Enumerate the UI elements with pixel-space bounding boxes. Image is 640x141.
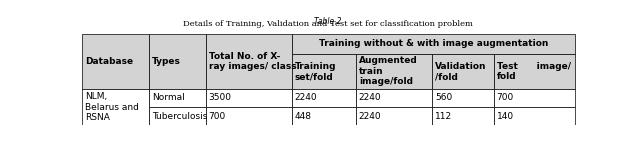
Bar bbox=[493, 89, 575, 107]
Bar bbox=[292, 34, 575, 54]
Bar bbox=[432, 54, 493, 89]
Bar bbox=[83, 34, 149, 89]
Text: NLM,
Belarus and
RSNA: NLM, Belarus and RSNA bbox=[86, 92, 140, 122]
Bar bbox=[83, 89, 149, 125]
Bar bbox=[292, 107, 356, 125]
Text: 2240: 2240 bbox=[359, 112, 381, 121]
Bar bbox=[205, 34, 292, 89]
Text: Table 2: Table 2 bbox=[314, 17, 342, 27]
Bar bbox=[292, 89, 356, 107]
Bar bbox=[149, 34, 205, 89]
Bar bbox=[432, 107, 493, 125]
Text: Test      image/
fold: Test image/ fold bbox=[497, 62, 571, 81]
Bar bbox=[205, 89, 292, 107]
Text: 700: 700 bbox=[209, 112, 226, 121]
Text: 112: 112 bbox=[435, 112, 452, 121]
Bar bbox=[292, 54, 356, 89]
Text: Training
set/fold: Training set/fold bbox=[295, 62, 336, 81]
Text: 2240: 2240 bbox=[359, 93, 381, 103]
Bar bbox=[356, 107, 432, 125]
Text: Normal: Normal bbox=[152, 93, 185, 103]
Text: 3500: 3500 bbox=[209, 93, 232, 103]
Text: Tuberculosis: Tuberculosis bbox=[152, 112, 207, 121]
Bar bbox=[493, 107, 575, 125]
Bar bbox=[205, 107, 292, 125]
Text: Details of Training, Validation and Test set for classification problem: Details of Training, Validation and Test… bbox=[183, 20, 473, 28]
Bar bbox=[149, 107, 205, 125]
Bar bbox=[356, 89, 432, 107]
Text: 700: 700 bbox=[497, 93, 514, 103]
Bar bbox=[149, 89, 205, 107]
Text: 560: 560 bbox=[435, 93, 452, 103]
Text: 140: 140 bbox=[497, 112, 514, 121]
Text: 2240: 2240 bbox=[295, 93, 317, 103]
Text: Total No. of X-
ray images/ class: Total No. of X- ray images/ class bbox=[209, 52, 296, 71]
Text: Augmented
train
image/fold: Augmented train image/fold bbox=[359, 56, 417, 86]
Text: Database: Database bbox=[86, 57, 134, 66]
Bar bbox=[432, 89, 493, 107]
Bar bbox=[493, 54, 575, 89]
Text: Training without & with image augmentation: Training without & with image augmentati… bbox=[319, 39, 548, 48]
Text: 448: 448 bbox=[295, 112, 312, 121]
Text: Types: Types bbox=[152, 57, 181, 66]
Text: Validation
/fold: Validation /fold bbox=[435, 62, 486, 81]
Bar bbox=[356, 54, 432, 89]
